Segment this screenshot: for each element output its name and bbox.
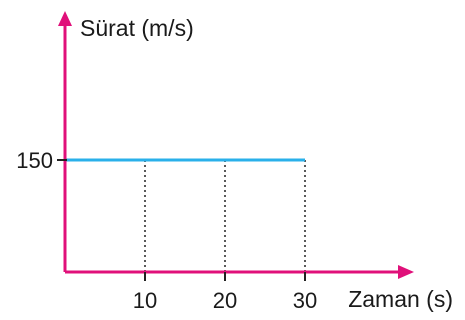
y-axis-title: Sürat (m/s)	[80, 15, 194, 41]
x-axis-arrow-icon	[398, 265, 414, 279]
reference-lines	[144, 159, 306, 272]
y-tick-label-150: 150	[16, 148, 53, 173]
y-axis-arrow-icon	[58, 11, 72, 26]
x-axis-title: Zaman (s)	[348, 286, 453, 312]
tick-marks	[57, 158, 306, 281]
x-tick-label-10: 10	[133, 288, 157, 313]
tick-labels: 10 20 30 150	[16, 148, 317, 313]
x-tick-label-30: 30	[293, 288, 317, 313]
axes	[58, 11, 414, 279]
x-tick-label-20: 20	[213, 288, 237, 313]
